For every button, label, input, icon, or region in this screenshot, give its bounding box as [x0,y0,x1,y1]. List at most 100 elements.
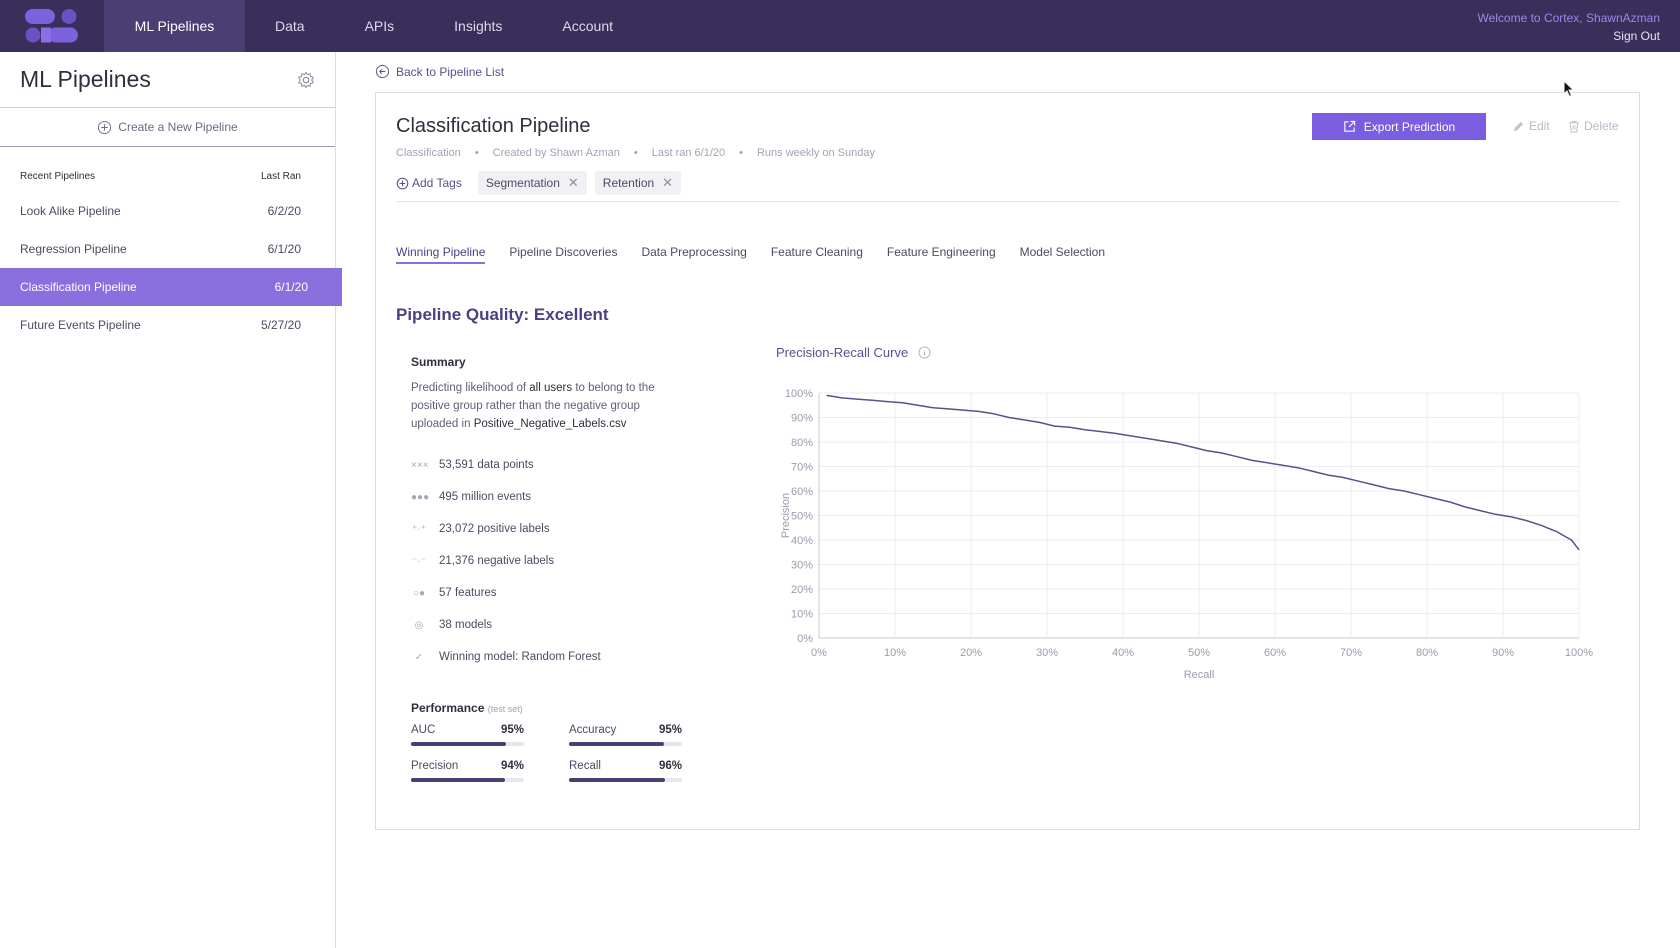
pipeline-item-future-events[interactable]: Future Events Pipeline 5/27/20 [0,306,335,344]
x-tick-label: 50% [1188,647,1210,659]
export-prediction-button[interactable]: Export Prediction [1312,113,1486,140]
nav-account[interactable]: Account [562,18,613,34]
mouse-cursor-icon [1563,80,1575,98]
metric-name: Recall [569,760,601,772]
last-ran-label: Last Ran [260,170,301,182]
metric-bar [411,778,524,782]
add-tags-button[interactable]: Add Tags [396,176,462,190]
sidebar-header: ML Pipelines [0,52,335,108]
stat-models: ◎ 38 models [411,609,601,641]
nav-ml-pipelines[interactable]: ML Pipelines [104,0,245,52]
events-icon: ●●● [411,491,430,503]
tab-pipeline-discoveries[interactable]: Pipeline Discoveries [509,245,618,259]
stat-text: Winning model: Random Forest [439,651,601,663]
y-axis-label: Precision [780,493,792,538]
negative-labels-icon: ⁻·⁻ [412,555,426,567]
metric-value: 96% [658,760,682,772]
tag-label: Retention [602,176,655,190]
y-tick-label: 100% [785,388,813,400]
pipeline-name: Look Alike Pipeline [20,204,121,218]
info-icon[interactable] [918,346,931,359]
gear-icon[interactable] [297,71,315,89]
export-icon [1344,120,1355,132]
meta-separator: • [633,147,638,159]
stat-text: 21,376 negative labels [439,555,555,567]
data-points-icon: ××× [411,459,429,471]
stat-data-points: ××× 53,591 data points [411,449,601,481]
stat-text: 57 features [439,587,497,599]
sign-out-link[interactable]: Sign Out [1613,29,1660,43]
x-tick-label: 70% [1340,647,1362,659]
x-tick-label: 20% [960,647,982,659]
stat-negative-labels: ⁻·⁻ 21,376 negative labels [411,545,601,577]
metric-bar-fill [569,778,666,782]
meta-schedule: Runs weekly on Sunday [756,147,875,159]
y-tick-label: 40% [791,535,813,547]
pipeline-item-classification[interactable]: Classification Pipeline 6/1/20 [0,268,342,306]
edit-label: Edit [1529,119,1550,133]
y-tick-label: 70% [791,462,813,474]
summary-section: Summary Predicting likelihood of all use… [411,355,681,433]
nav-insights[interactable]: Insights [454,18,503,34]
divider [396,201,1619,202]
x-tick-label: 80% [1416,647,1438,659]
back-to-list-link[interactable]: Back to Pipeline List [375,64,504,79]
create-pipeline-button[interactable]: Create a New Pipeline [0,108,335,147]
precision-recall-chart: 0% 10% 20% 30% 40% 50% 60% 70% 80% 90% 100% 0% 10% 20… [780,388,1593,681]
close-icon[interactable]: ✕ [662,175,674,190]
tag-retention: Retention ✕ [594,171,682,195]
pipeline-name: Regression Pipeline [20,242,127,256]
positive-labels-icon: ⁺·⁺ [412,523,426,535]
pipeline-date: 6/2/20 [267,204,301,218]
tab-winning-pipeline[interactable]: Winning Pipeline [396,245,486,264]
performance-title: Performance (test set) [411,701,681,715]
y-tick-label: 10% [791,609,813,621]
edit-button[interactable]: Edit [1512,119,1550,133]
check-circle-icon: ✓ [414,651,424,663]
delete-button[interactable]: Delete [1568,119,1619,133]
summary-text: Predicting likelihood of all users to be… [411,379,681,433]
summary-text-part: to belong to the positive group rather t… [411,382,655,430]
x-tick-label: 30% [1036,647,1058,659]
tab-data-preprocessing[interactable]: Data Preprocessing [641,245,747,259]
export-label: Export Prediction [1363,119,1456,134]
cortex-logo[interactable] [0,0,104,52]
tab-model-selection[interactable]: Model Selection [1019,245,1106,259]
pipeline-item-regression[interactable]: Regression Pipeline 6/1/20 [0,230,335,268]
metric-name: Accuracy [569,724,617,736]
nav-data[interactable]: Data [275,18,305,34]
performance-note: (test set) [487,704,523,714]
metric-precision: Precision 94% [411,760,524,782]
stats-list: ××× 53,591 data points ●●● 495 million e… [411,449,601,673]
models-icon: ◎ [414,619,424,631]
pipeline-date: 6/1/20 [267,242,301,256]
back-arrow-icon [375,64,390,79]
performance-label: Performance [411,701,485,715]
y-tick-label: 20% [791,584,813,596]
y-tick-label: 80% [791,437,813,449]
metric-name: AUC [411,724,436,736]
x-tick-label: 0% [811,647,827,659]
pipeline-item-look-alike[interactable]: Look Alike Pipeline 6/2/20 [0,192,335,230]
metric-bar-fill [569,742,664,746]
tab-feature-engineering[interactable]: Feature Engineering [886,245,996,259]
plus-circle-icon [396,177,409,189]
logo-icon [25,9,78,43]
nav-apis[interactable]: APIs [364,18,395,34]
metric-bar-fill [411,778,505,782]
summary-text-part: Predicting likelihood of [411,382,527,394]
metric-bar [569,742,682,746]
stat-positive-labels: ⁺·⁺ 23,072 positive labels [411,513,601,545]
y-tick-label: 0% [797,633,813,645]
stat-text: 38 models [439,619,493,631]
features-icon: ○● [412,587,426,599]
add-tags-label: Add Tags [412,176,462,190]
close-icon[interactable]: ✕ [567,175,579,190]
tab-feature-cleaning[interactable]: Feature Cleaning [770,245,863,259]
pipeline-meta: Classification • Created by Shawn Azman … [396,147,875,159]
meta-separator: • [474,147,479,159]
stat-winning-model: ✓ Winning model: Random Forest [411,641,601,673]
meta-separator: • [739,147,743,159]
x-tick-label: 100% [1565,647,1593,659]
metric-recall: Recall 96% [569,760,682,782]
